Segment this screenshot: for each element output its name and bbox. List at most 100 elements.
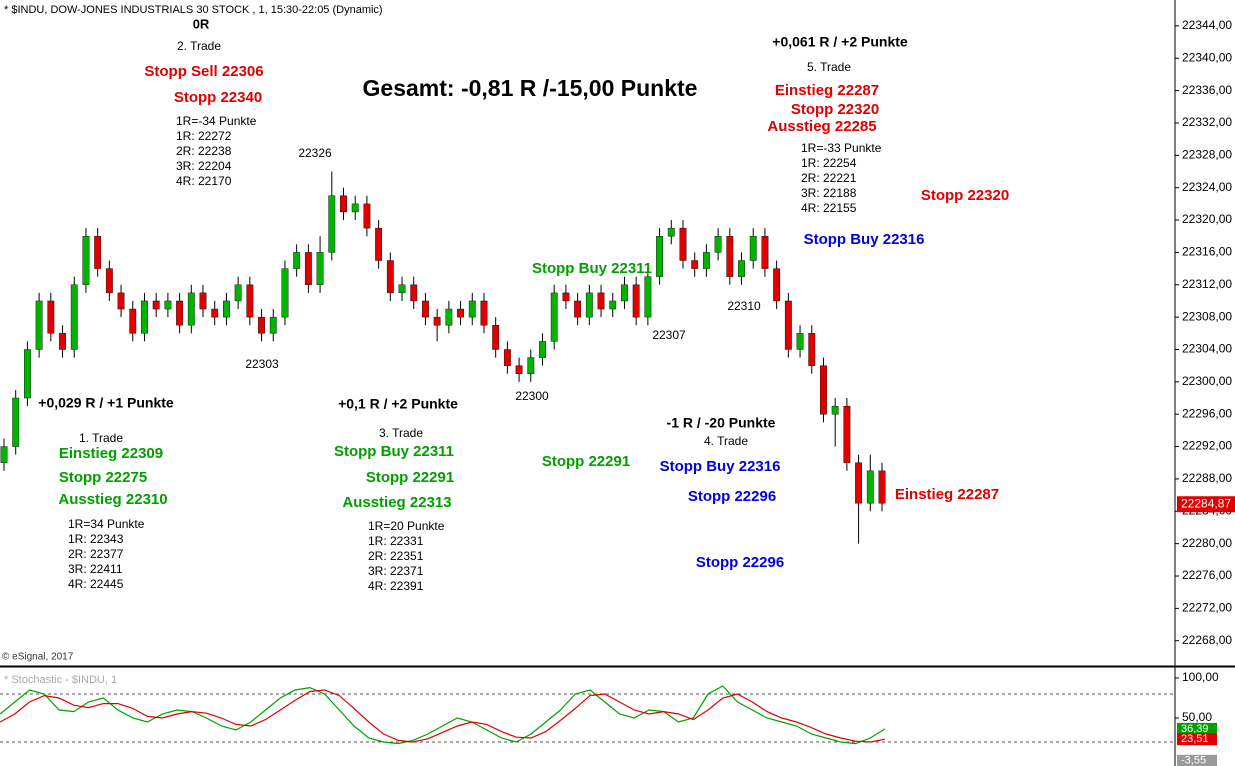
candle-body: [773, 268, 781, 302]
candle-body: [141, 300, 148, 334]
annotation: Stopp Buy 22311: [334, 443, 454, 460]
annotation: 1R=34 Punkte: [68, 517, 145, 531]
candle-body: [527, 357, 535, 374]
stochastic-line: [0, 689, 886, 743]
candle-body: [621, 284, 628, 302]
candle-body: [550, 292, 558, 342]
annotation: Ausstieg 22313: [342, 494, 451, 511]
candle-body: [12, 397, 20, 447]
annotation: 1R: 22343: [68, 532, 124, 546]
candle-body: [784, 300, 792, 350]
candle-body: [749, 236, 757, 261]
annotation: Stopp 22320: [921, 187, 1009, 204]
candle-body: [223, 300, 230, 318]
candle-body: [304, 252, 312, 285]
annotation: Stopp 22296: [696, 554, 784, 571]
y-tick-label: 22324,00: [1182, 180, 1232, 194]
candle-body: [503, 349, 511, 366]
candle-body: [176, 300, 184, 326]
annotation: 1. Trade: [79, 431, 123, 445]
stochastic-line: [0, 685, 886, 745]
candle-body: [105, 268, 113, 294]
annotation: Stopp 22320: [791, 101, 879, 118]
annotation: 1R: 22254: [801, 156, 857, 170]
y-tick-label: 22272,00: [1182, 601, 1232, 615]
annotation: Stopp Buy 22316: [804, 231, 925, 248]
annotation: 3R: 22204: [176, 159, 232, 173]
candle-body: [433, 316, 441, 326]
candle-body: [386, 260, 394, 294]
candle-body: [632, 284, 640, 318]
annotation: 4R: 22391: [368, 579, 424, 593]
candle-body: [878, 470, 886, 504]
annotation: Einstieg 22287: [775, 82, 879, 99]
annotation: -1 R / -20 Punkte: [667, 415, 776, 431]
value-label: 23,51: [1181, 733, 1209, 745]
candle-body: [597, 292, 605, 310]
candle-body: [199, 292, 207, 310]
candle-body: [843, 405, 851, 463]
annotation: 1R: 22331: [368, 534, 424, 548]
annotation: Stopp 22291: [366, 469, 454, 486]
candle-body: [129, 308, 137, 334]
y-tick-label: 22308,00: [1182, 309, 1232, 323]
candle-body: [340, 195, 347, 213]
annotation: 4R: 22445: [68, 577, 124, 591]
candle-body: [492, 325, 500, 350]
annotation: Stopp Buy 22311: [532, 260, 652, 277]
marker-box: [1177, 754, 1217, 766]
candle-body: [667, 227, 675, 237]
candle-body: [679, 227, 687, 261]
annotation: 2R: 22221: [801, 171, 857, 185]
value-box: [1177, 733, 1217, 746]
annotation: Stopp 22291: [542, 453, 630, 470]
candle-body: [35, 300, 43, 350]
y-tick-label: 22268,00: [1182, 633, 1232, 647]
annotation: Stopp Buy 22316: [660, 458, 781, 475]
candle-body: [234, 284, 242, 302]
candle-body: [351, 203, 359, 213]
y-tick-label: 22304,00: [1182, 342, 1232, 356]
candle-body: [293, 252, 301, 269]
y-tick-label: 22288,00: [1182, 471, 1232, 485]
annotation: +0,061 R / +2 Punkte: [772, 34, 908, 50]
annotation: 4. Trade: [704, 434, 748, 448]
candle-body: [281, 268, 289, 318]
annotation: 3R: 22188: [801, 186, 857, 200]
candle-body: [539, 341, 546, 358]
value-label: 36,39: [1181, 723, 1209, 735]
candle-body: [574, 300, 582, 318]
y-tick-label: 22316,00: [1182, 245, 1232, 259]
candle-body: [246, 284, 254, 318]
y-tick-label: 22276,00: [1182, 568, 1232, 582]
candle-body: [316, 252, 324, 285]
annotation: +0,1 R / +2 Punkte: [338, 396, 458, 412]
y-tick-label: 22332,00: [1182, 115, 1232, 129]
y-tick-label: 22296,00: [1182, 406, 1232, 420]
y-tick-label: 22320,00: [1182, 212, 1232, 226]
annotation: 1R=-33 Punkte: [801, 141, 882, 155]
y-tick-label: 22328,00: [1182, 148, 1232, 162]
annotation: Einstieg 22309: [59, 445, 163, 462]
candle-body: [398, 284, 406, 294]
candle-body: [609, 300, 617, 310]
annotation: Stopp 22275: [59, 469, 147, 486]
y-tick-label: 22344,00: [1182, 18, 1232, 32]
y-tick-label: 22292,00: [1182, 439, 1232, 453]
annotation: 5. Trade: [807, 60, 851, 74]
candle-body: [422, 300, 429, 318]
chart-header: * $INDU, DOW-JONES INDUSTRIALS 30 STOCK …: [4, 4, 383, 16]
candle-body: [831, 405, 839, 415]
annotation: 0R: [193, 16, 210, 31]
candle-body: [702, 252, 710, 269]
annotation: 22307: [652, 328, 686, 342]
candle-body: [0, 446, 8, 463]
candle-body: [808, 333, 816, 366]
candle-body: [515, 365, 523, 374]
last-price-box: [1177, 496, 1235, 513]
candle-body: [375, 227, 383, 261]
annotation: +0,029 R / +1 Punkte: [38, 395, 174, 411]
annotation: Stopp 22296: [688, 488, 776, 505]
y-tick-label: 22312,00: [1182, 277, 1232, 291]
candle-body: [480, 300, 488, 326]
